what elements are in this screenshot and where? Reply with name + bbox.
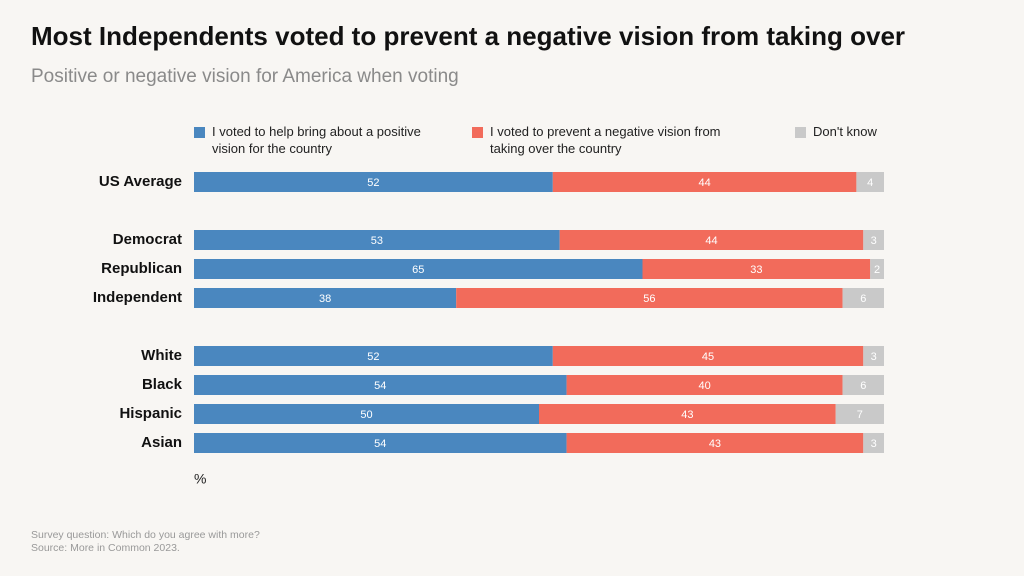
category-label: Black: [142, 376, 183, 393]
bar-segment: [539, 404, 836, 424]
bar-segment: [835, 404, 884, 424]
bar-segment: [842, 288, 884, 308]
bar-segment: [856, 172, 884, 192]
value-label: 65: [412, 264, 424, 276]
value-label: 44: [698, 177, 710, 189]
value-label: 6: [860, 380, 866, 392]
category-label: Independent: [93, 289, 182, 306]
bar-segment: [194, 404, 539, 424]
legend-label: I voted to prevent a negative vision fro…: [490, 124, 721, 156]
value-label: 3: [871, 351, 877, 363]
value-label: 40: [698, 380, 710, 392]
value-label: 3: [871, 235, 877, 247]
category-label: White: [141, 347, 182, 364]
bar-segment: [863, 230, 884, 250]
value-label: 38: [319, 293, 331, 305]
chart-subtitle: Positive or negative vision for America …: [31, 66, 459, 87]
footnote: Survey question: Which do you agree with…: [31, 529, 260, 541]
category-label: Asian: [141, 434, 182, 451]
bar-segment: [566, 433, 864, 453]
value-label: 7: [857, 409, 863, 421]
legend-swatch: [194, 127, 205, 138]
value-label: 2: [874, 264, 880, 276]
footnote: Source: More in Common 2023.: [31, 542, 180, 554]
value-label: 53: [371, 235, 383, 247]
value-label: 4: [867, 177, 873, 189]
value-label: 43: [709, 438, 721, 450]
value-label: 54: [374, 438, 386, 450]
category-label: US Average: [99, 173, 182, 190]
bar-segment: [552, 172, 857, 192]
value-label: 56: [643, 293, 655, 305]
category-label: Republican: [101, 260, 182, 277]
bar-segment: [842, 375, 884, 395]
category-label: Hispanic: [119, 405, 182, 422]
value-label: 45: [702, 351, 714, 363]
bar-segment: [870, 259, 884, 279]
value-label: 52: [367, 177, 379, 189]
bar-segment: [194, 288, 457, 308]
bar-segment: [194, 172, 553, 192]
value-label: 6: [860, 293, 866, 305]
bar-segment: [194, 375, 567, 395]
value-label: 3: [871, 438, 877, 450]
bar-segment: [456, 288, 843, 308]
unit-label: %: [194, 471, 206, 487]
bar-segment: [552, 346, 864, 366]
bar-segment: [566, 375, 843, 395]
bar-segment: [863, 433, 884, 453]
bar-segment: [642, 259, 871, 279]
chart-title: Most Independents voted to prevent a neg…: [31, 21, 905, 51]
value-label: 44: [705, 235, 717, 247]
bar-segment: [194, 230, 560, 250]
value-label: 52: [367, 351, 379, 363]
value-label: 54: [374, 380, 386, 392]
legend-swatch: [795, 127, 806, 138]
legend-swatch: [472, 127, 483, 138]
value-label: 50: [360, 409, 372, 421]
value-label: 43: [681, 409, 693, 421]
value-label: 33: [750, 264, 762, 276]
bar-segment: [863, 346, 884, 366]
bar-segment: [559, 230, 864, 250]
bar-segment: [194, 259, 643, 279]
bar-segment: [194, 346, 553, 366]
category-label: Democrat: [113, 231, 182, 248]
legend-label: I voted to help bring about a positive v…: [212, 124, 421, 156]
legend-label: Don't know: [813, 124, 877, 139]
bar-segment: [194, 433, 567, 453]
